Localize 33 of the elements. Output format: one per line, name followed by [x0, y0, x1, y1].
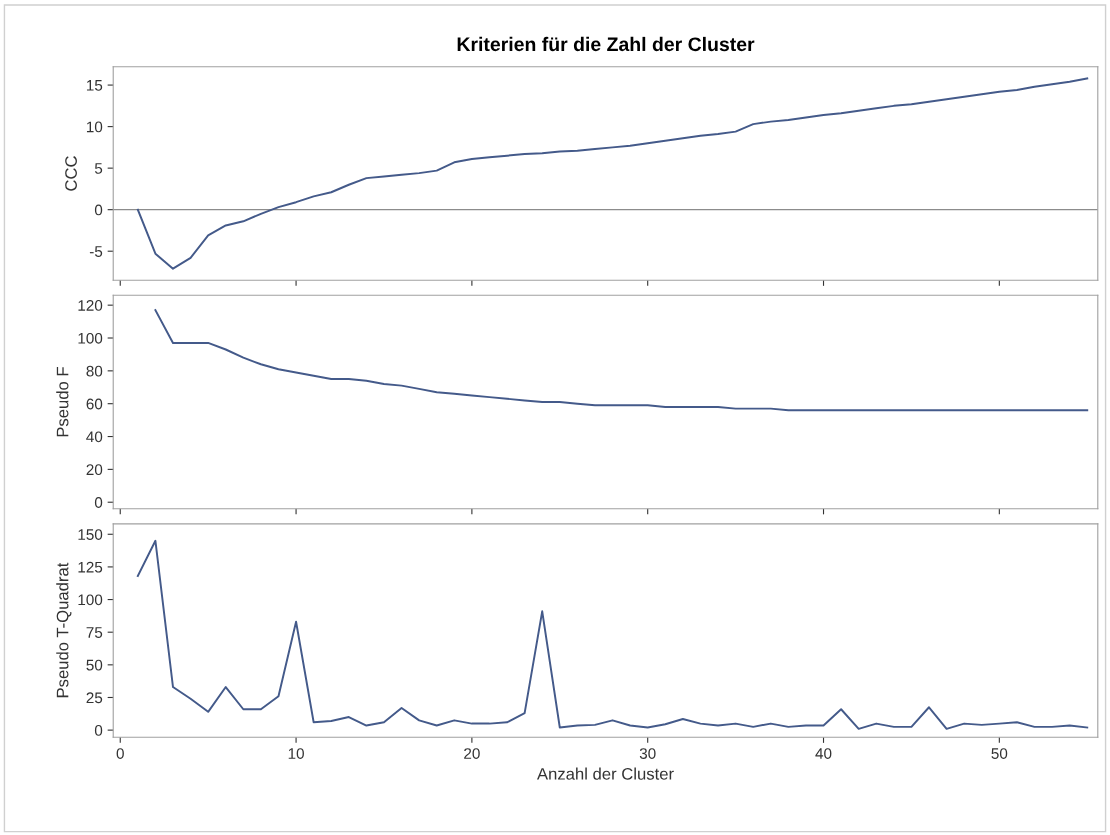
- x-tick-label: 50: [991, 748, 1008, 759]
- y-axis-title: CCC: [65, 156, 77, 191]
- y-tick-label: 75: [86, 627, 103, 638]
- x-axis-title: Anzahl der Cluster: [536, 767, 674, 780]
- x-tick-label: 40: [815, 748, 832, 759]
- y-tick-label: 50: [86, 659, 103, 671]
- y-tick-label: 10: [86, 121, 103, 133]
- x-tick-label: 20: [464, 748, 480, 759]
- chart-title: Kriterien für die Zahl der Cluster: [457, 36, 755, 52]
- y-tick-label: 25: [86, 692, 103, 704]
- y-tick-label: 120: [78, 300, 103, 311]
- y-tick-label: 100: [78, 332, 103, 344]
- y-axis-title: Pseudo T-Quadrat: [56, 562, 72, 698]
- y-tick-label: 15: [86, 80, 103, 91]
- y-tick-label: 40: [86, 431, 103, 443]
- x-tick-label: 30: [639, 748, 656, 759]
- y-tick-label: 20: [86, 464, 103, 476]
- line-series: [136, 539, 1089, 730]
- line-series: [136, 77, 1089, 270]
- y-axis-title: Pseudo F: [56, 367, 69, 437]
- y-tick-label: 125: [78, 561, 103, 573]
- y-tick-label: 80: [86, 365, 103, 377]
- x-tick-label: 0: [116, 748, 124, 759]
- y-tick-label: 5: [94, 163, 103, 174]
- y-tick-label: 60: [86, 398, 103, 410]
- line-series: [154, 309, 1089, 412]
- x-tick-label: 10: [288, 748, 304, 759]
- y-tick-label: 0: [94, 724, 103, 736]
- y-tick-label: 100: [78, 594, 103, 606]
- y-tick-label: -5: [89, 246, 103, 257]
- y-tick-label: 0: [94, 497, 103, 508]
- y-tick-label: 0: [94, 204, 103, 216]
- y-tick-label: 150: [78, 529, 103, 540]
